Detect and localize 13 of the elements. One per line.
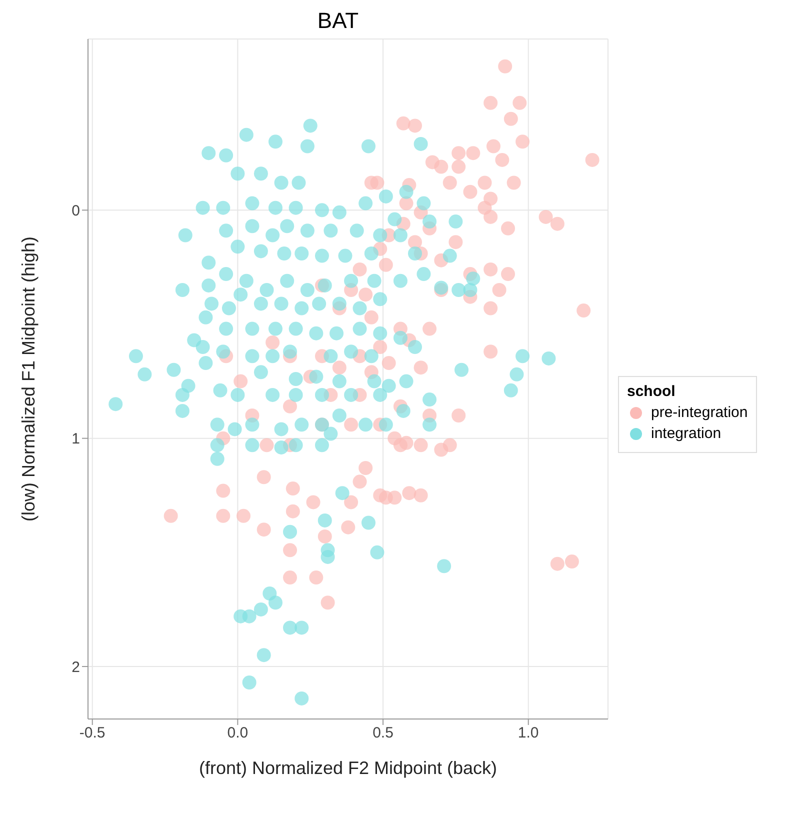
- y-tick-label: 0: [72, 202, 80, 220]
- chart-title: BAT: [316, 8, 360, 34]
- y-axis-title: (low) Normalized F1 Midpoint (high): [18, 236, 38, 522]
- legend-title: school: [627, 382, 676, 400]
- y-tick-label: 2: [72, 658, 80, 676]
- legend-label: integration: [650, 424, 722, 442]
- legend-label: pre-integration: [650, 404, 748, 422]
- x-axis-title: (front) Normalized F2 Midpoint (back): [198, 758, 498, 778]
- y-tick-label: 1: [72, 430, 80, 448]
- x-tick-label: 0.0: [227, 724, 248, 742]
- x-tick-label: 1.0: [518, 724, 539, 742]
- x-tick-label: -0.5: [79, 724, 106, 742]
- x-tick-label: 0.5: [372, 724, 394, 742]
